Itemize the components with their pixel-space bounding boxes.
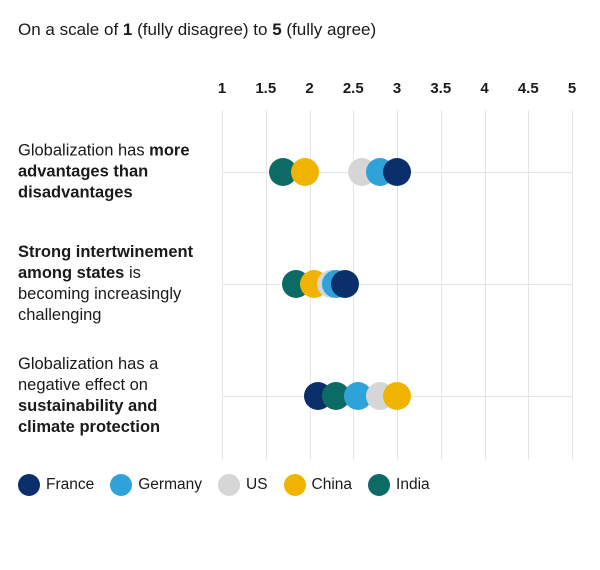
legend: France Germany US China India [18, 474, 580, 496]
x-tick-label: 5 [568, 80, 576, 97]
row-label: Globalization has more advantages than d… [18, 140, 213, 203]
data-dot [383, 382, 411, 410]
legend-dot-icon [284, 474, 306, 496]
x-tick-label: 4.5 [518, 80, 539, 97]
x-axis-labels: 11.522.533.544.55 [222, 80, 572, 104]
data-dot [331, 270, 359, 298]
gridline [572, 110, 573, 460]
title-high-text: (fully agree) [282, 20, 376, 39]
x-tick-label: 1 [218, 80, 226, 97]
data-dot [291, 158, 319, 186]
legend-label: China [312, 476, 353, 494]
title-low-num: 1 [123, 20, 132, 39]
legend-dot-icon [368, 474, 390, 496]
legend-item: China [284, 474, 353, 496]
legend-item: Germany [110, 474, 202, 496]
legend-item: US [218, 474, 268, 496]
data-dot [383, 158, 411, 186]
x-tick-label: 3 [393, 80, 401, 97]
chart-row: Strong intertwinement among states is be… [12, 228, 572, 340]
legend-label: India [396, 476, 430, 494]
title-prefix: On a scale of [18, 20, 123, 39]
x-tick-label: 1.5 [255, 80, 276, 97]
x-tick-label: 3.5 [430, 80, 451, 97]
legend-label: US [246, 476, 268, 494]
legend-dot-icon [110, 474, 132, 496]
legend-label: France [46, 476, 94, 494]
chart-title: On a scale of 1 (fully disagree) to 5 (f… [18, 20, 580, 40]
legend-item: France [18, 474, 94, 496]
title-low-text: (fully disagree) to [132, 20, 272, 39]
legend-dot-icon [218, 474, 240, 496]
title-high-num: 5 [272, 20, 281, 39]
chart-row: Globalization has more advantages than d… [12, 116, 572, 228]
x-tick-label: 2.5 [343, 80, 364, 97]
row-label: Strong intertwinement among states is be… [18, 242, 213, 326]
chart-area: 11.522.533.544.55 Globalization has more… [12, 80, 572, 460]
row-baseline [222, 284, 572, 285]
legend-dot-icon [18, 474, 40, 496]
legend-item: India [368, 474, 430, 496]
chart-row: Globalization has a negative effect on s… [12, 340, 572, 452]
plot-area: Globalization has more advantages than d… [12, 110, 572, 460]
x-tick-label: 4 [480, 80, 488, 97]
legend-label: Germany [138, 476, 202, 494]
row-label: Globalization has a negative effect on s… [18, 354, 213, 438]
x-tick-label: 2 [305, 80, 313, 97]
